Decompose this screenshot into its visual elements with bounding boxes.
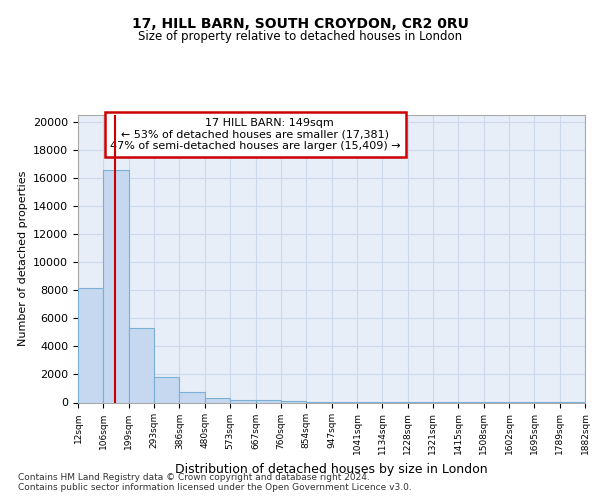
Bar <box>128 328 154 402</box>
Bar <box>103 170 128 402</box>
Text: Size of property relative to detached houses in London: Size of property relative to detached ho… <box>138 30 462 43</box>
Bar <box>281 401 306 402</box>
Y-axis label: Number of detached properties: Number of detached properties <box>17 171 28 346</box>
Text: 17, HILL BARN, SOUTH CROYDON, CR2 0RU: 17, HILL BARN, SOUTH CROYDON, CR2 0RU <box>131 18 469 32</box>
Text: 17 HILL BARN: 149sqm
← 53% of detached houses are smaller (17,381)
47% of semi-d: 17 HILL BARN: 149sqm ← 53% of detached h… <box>110 118 401 151</box>
X-axis label: Distribution of detached houses by size in London: Distribution of detached houses by size … <box>175 462 488 475</box>
Bar <box>205 398 230 402</box>
Bar <box>179 392 205 402</box>
Text: Contains HM Land Registry data © Crown copyright and database right 2024.: Contains HM Land Registry data © Crown c… <box>18 472 370 482</box>
Bar <box>78 288 103 403</box>
Text: Contains public sector information licensed under the Open Government Licence v3: Contains public sector information licen… <box>18 484 412 492</box>
Bar <box>256 400 281 402</box>
Bar <box>154 378 179 402</box>
Bar <box>230 400 256 402</box>
